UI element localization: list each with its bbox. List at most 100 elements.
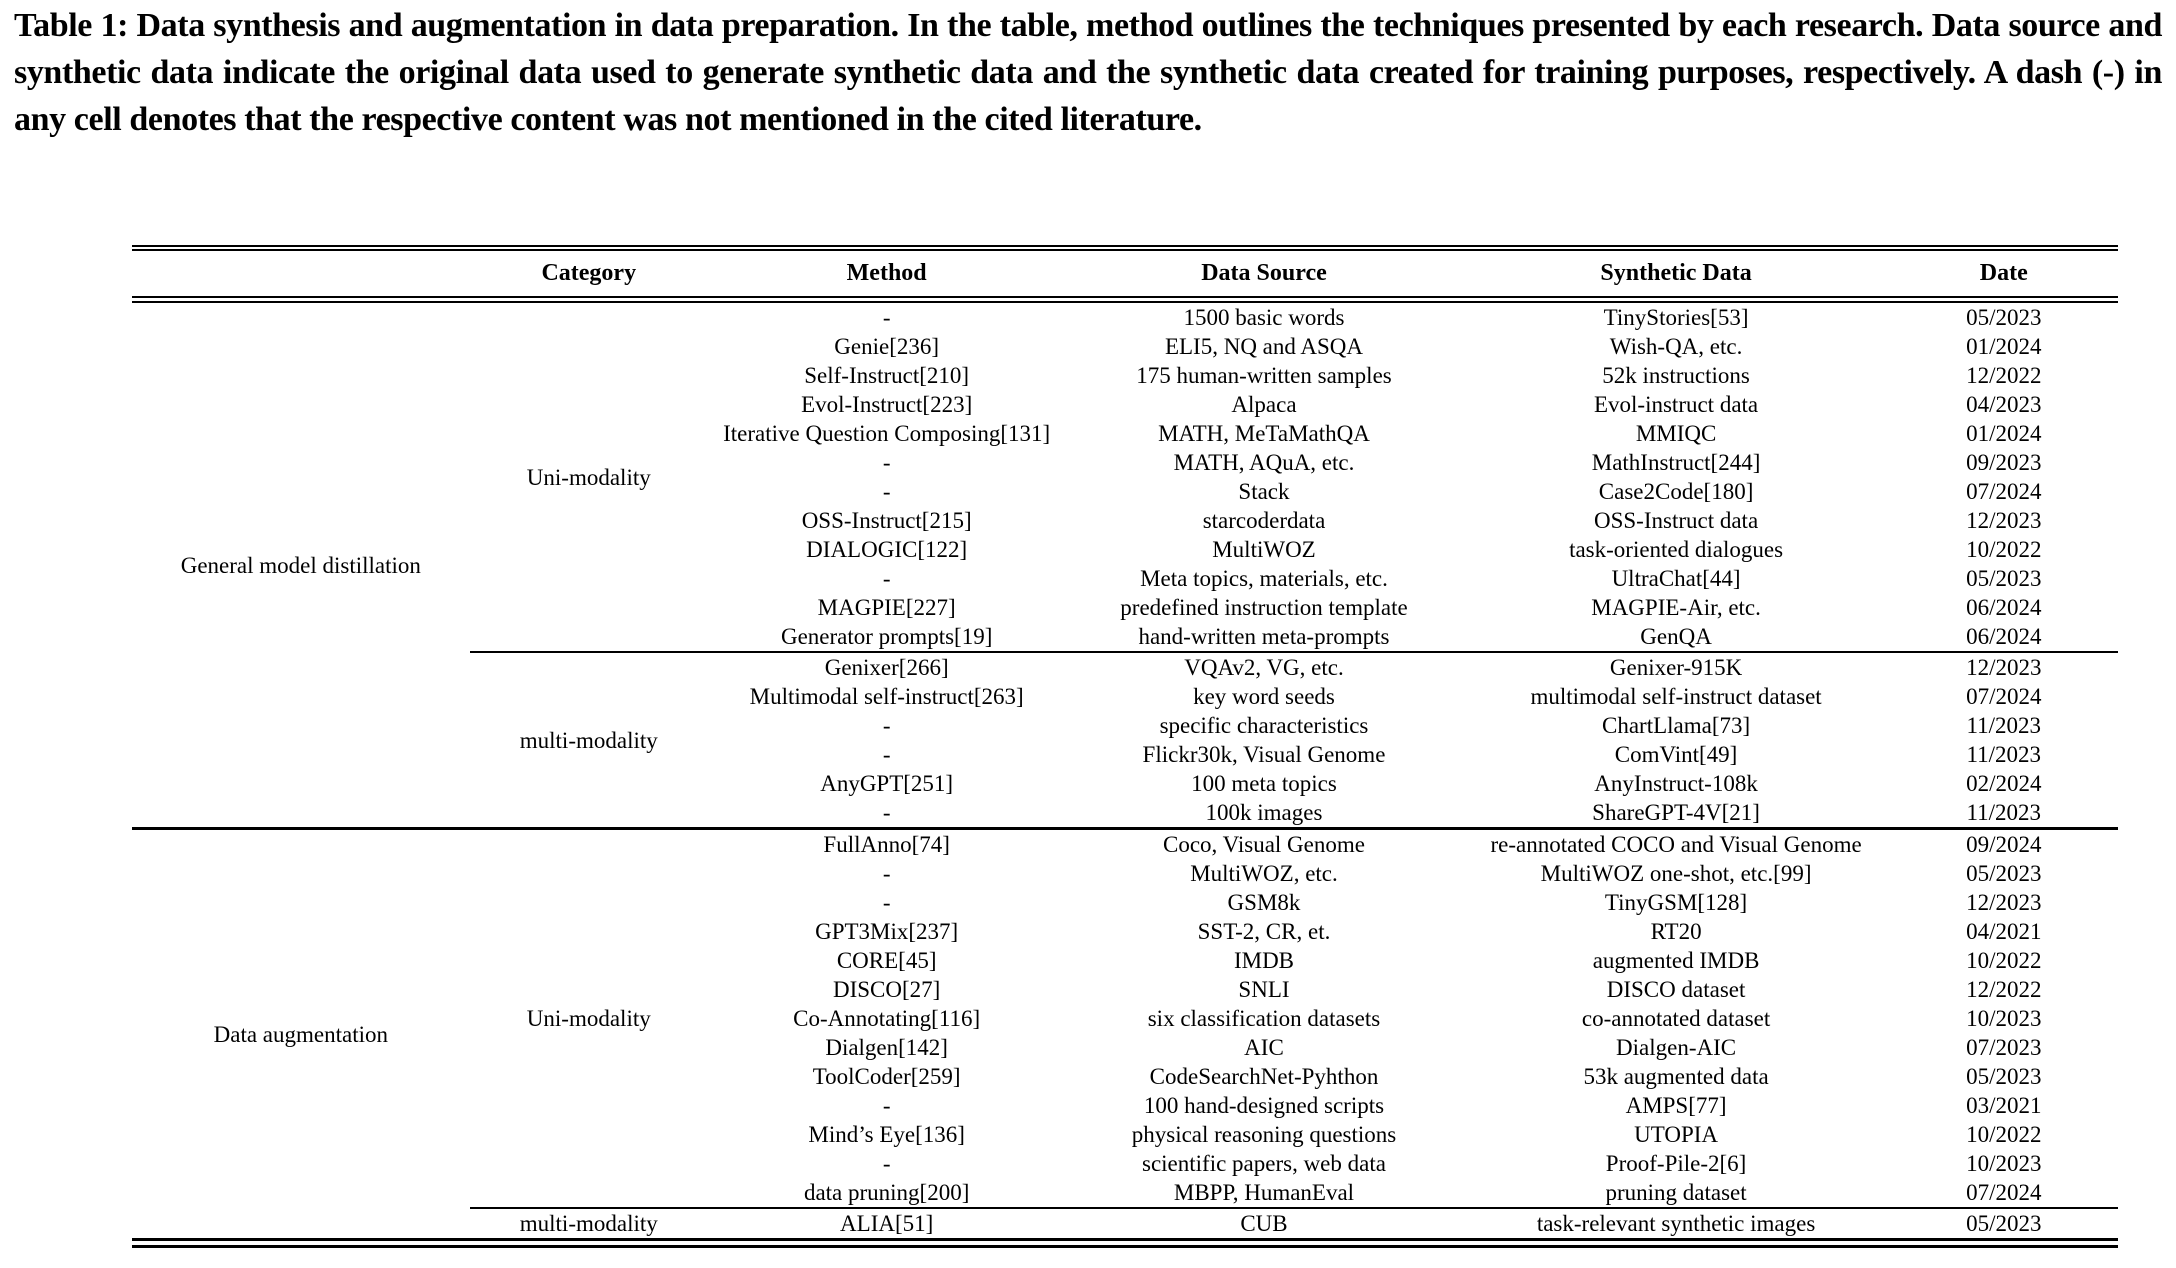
- cell-data-source: hand-written meta-prompts: [1138, 624, 1390, 649]
- cell-date: 12/2022: [1966, 363, 2042, 388]
- cell-date: 10/2022: [1966, 1122, 2042, 1147]
- cell-data-source: key word seeds: [1193, 684, 1335, 709]
- table-row: CORE[45] IMDB augmented IMDB 10/2022: [132, 946, 2118, 975]
- column-header-empty: [132, 248, 470, 303]
- cell-data-source: specific characteristics: [1159, 713, 1369, 738]
- cell-date: 05/2023: [1966, 566, 2042, 591]
- cell-synthetic-data: MathInstruct[244]: [1591, 450, 1761, 475]
- cell-method: -: [882, 479, 891, 504]
- table-row: MAGPIE[227] predefined instruction templa…: [132, 593, 2118, 622]
- cell-method: Self-Instruct[210]: [804, 363, 970, 388]
- table-row: Dialgen[142] AIC Dialgen-AIC 07/2023: [132, 1033, 2118, 1062]
- cell-data-source: Flickr30k, Visual Genome: [1142, 742, 1386, 767]
- cell-method: -: [882, 890, 891, 915]
- cell-method: -: [882, 861, 891, 886]
- cell-synthetic-data: TinyGSM[128]: [1604, 890, 1748, 915]
- cell-date: 05/2023: [1966, 861, 2042, 886]
- table-header-row: Category Method Data Source Synthetic Da…: [132, 248, 2118, 303]
- cell-synthetic-data: UltraChat[44]: [1611, 566, 1741, 591]
- cell-date: 11/2023: [1966, 713, 2042, 738]
- cell-data-source: ELI5, NQ and ASQA: [1164, 334, 1363, 359]
- cell-data-source: MultiWOZ, etc.: [1190, 861, 1338, 886]
- cell-data-source: starcoderdata: [1202, 508, 1326, 533]
- cell-data-source: predefined instruction template: [1120, 595, 1408, 620]
- cell-data-source: Meta topics, materials, etc.: [1140, 566, 1388, 591]
- cell-method: -: [882, 305, 891, 330]
- category-label: Uni-modality: [469, 827, 708, 1208]
- table-body: General model distillation Uni-modality - 1…: [132, 300, 2118, 1243]
- cell-method: -: [882, 1093, 891, 1118]
- category-label: multi-modality: [469, 651, 708, 829]
- column-header-synthetic-data: Synthetic Data: [1462, 248, 1890, 303]
- table-row: Co-Annotating[116] six classification dat…: [132, 1004, 2118, 1033]
- cell-date: 12/2023: [1889, 651, 2118, 682]
- cell-synthetic-data: GenQA: [1640, 624, 1712, 649]
- category-label: multi-modality: [469, 1207, 708, 1243]
- cell-synthetic-data: TinyStories[53]: [1603, 305, 1749, 330]
- cell-data-source: Coco, Visual Genome: [1065, 827, 1463, 859]
- cell-data-source: 100 meta topics: [1191, 771, 1337, 796]
- cell-date: 07/2023: [1966, 1035, 2042, 1060]
- cell-date: 06/2024: [1966, 595, 2042, 620]
- cell-data-source: physical reasoning questions: [1131, 1122, 1397, 1147]
- table-row: - specific characteristics ChartLlama[73] 1…: [132, 711, 2118, 740]
- cell-method: Co-Annotating[116]: [793, 1006, 981, 1031]
- cell-synthetic-data: MultiWOZ one-shot, etc.[99]: [1540, 861, 1812, 886]
- cell-data-source: MATH, MeTaMathQA: [1158, 421, 1370, 446]
- cell-synthetic-data: UTOPIA: [1634, 1122, 1719, 1147]
- cell-method: -: [882, 713, 891, 738]
- cell-synthetic-data: 52k instructions: [1602, 363, 1750, 388]
- cell-date: 04/2021: [1966, 919, 2042, 944]
- cell-date: 07/2024: [1966, 479, 2042, 504]
- cell-data-source: AIC: [1244, 1035, 1284, 1060]
- cell-data-source: CodeSearchNet-Pyhthon: [1149, 1064, 1379, 1089]
- cell-method: Evol-Instruct[223]: [801, 392, 973, 417]
- cell-synthetic-data: Proof-Pile-2[6]: [1605, 1151, 1747, 1176]
- table-row: Multimodal self-instruct[263] key word se…: [132, 682, 2118, 711]
- cell-method: GPT3Mix[237]: [815, 919, 959, 944]
- cell-data-source: GSM8k: [1227, 890, 1301, 915]
- cell-data-source: 100 hand-designed scripts: [1143, 1093, 1385, 1118]
- cell-date: 04/2023: [1966, 392, 2042, 417]
- cell-data-source: 175 human-written samples: [1136, 363, 1392, 388]
- table-row: DISCO[27] SNLI DISCO dataset 12/2022: [132, 975, 2118, 1004]
- table-row: - Flickr30k, Visual Genome ComVint[49] 11/2…: [132, 740, 2118, 769]
- cell-synthetic-data: pruning dataset: [1605, 1180, 1747, 1205]
- cell-date: 12/2023: [1966, 890, 2042, 915]
- table-row: - Stack Case2Code[180] 07/2024: [132, 477, 2118, 506]
- table-row: - scientific papers, web data Proof-Pile-2…: [132, 1149, 2118, 1178]
- cell-date: 11/2023: [1966, 800, 2042, 825]
- cell-method: DISCO[27]: [832, 977, 941, 1002]
- cell-method: Multimodal self-instruct[263]: [749, 684, 1024, 709]
- cell-data-source: SST-2, CR, et.: [1197, 919, 1331, 944]
- cell-method: CORE[45]: [836, 948, 937, 973]
- table-row: multi-modality ALIA[51] CUB task-relevant s…: [132, 1207, 2118, 1243]
- cell-date: 10/2023: [1966, 1151, 2042, 1176]
- table-row: Mind’s Eye[136] physical reasoning questi…: [132, 1120, 2118, 1149]
- cell-synthetic-data: task-relevant synthetic images: [1462, 1207, 1890, 1243]
- cell-synthetic-data: MAGPIE-Air, etc.: [1591, 595, 1761, 620]
- column-header-data-source: Data Source: [1065, 248, 1463, 303]
- cell-data-source: IMDB: [1233, 948, 1295, 973]
- cell-method: -: [882, 1151, 891, 1176]
- cell-synthetic-data: ChartLlama[73]: [1601, 713, 1751, 738]
- cell-date: 07/2024: [1966, 1180, 2042, 1205]
- table-caption: Table 1: Data synthesis and augmentation…: [14, 7, 2162, 138]
- cell-method: -: [882, 450, 891, 475]
- table-row: multi-modality Genixer[266] VQAv2, VG, etc…: [132, 651, 2118, 829]
- table-row: OSS-Instruct[215] starcoderdata OSS-Instru…: [132, 506, 2118, 535]
- cell-date: 07/2024: [1966, 684, 2042, 709]
- cell-synthetic-data: Case2Code[180]: [1598, 479, 1754, 504]
- cell-method: data pruning[200]: [803, 1180, 970, 1205]
- cell-date: 12/2022: [1966, 977, 2042, 1002]
- cell-data-source: 100k images: [1205, 800, 1323, 825]
- cell-date: 06/2024: [1966, 624, 2042, 649]
- group-label: Data augmentation: [132, 827, 470, 1243]
- cell-synthetic-data: MMIQC: [1635, 421, 1717, 446]
- table-row: ToolCoder[259] CodeSearchNet-Pyhthon 53k a…: [132, 1062, 2118, 1091]
- cell-synthetic-data: Genixer-915K: [1462, 651, 1890, 682]
- cell-method: Dialgen[142]: [825, 1035, 948, 1060]
- table-row: - GSM8k TinyGSM[128] 12/2023: [132, 888, 2118, 917]
- cell-synthetic-data: AnyInstruct-108k: [1594, 771, 1758, 796]
- cell-synthetic-data: ComVint[49]: [1614, 742, 1738, 767]
